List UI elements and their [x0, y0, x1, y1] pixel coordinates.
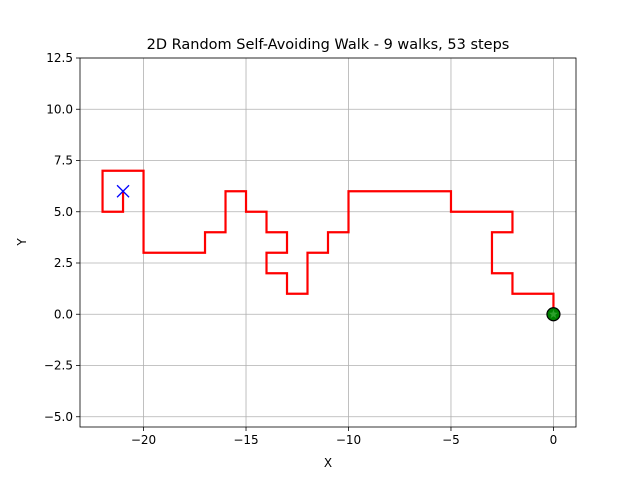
y-axis-ticks: −5.0 −2.5 0.0 2.5 5.0 7.5 10.0 12.5	[44, 51, 80, 424]
x-axis-ticks: −20 −15 −10 −5 0	[131, 427, 557, 447]
walk-path	[101, 169, 555, 315]
x-tick-label: −10	[336, 433, 361, 447]
y-tick-label: −5.0	[44, 410, 73, 424]
y-tick-label: 0.0	[54, 307, 73, 321]
start-star-marker	[547, 307, 560, 320]
y-tick-label: 2.5	[54, 256, 73, 270]
marker-layer	[116, 184, 561, 322]
x-tick-label: 0	[550, 433, 558, 447]
y-tick-label: 7.5	[54, 154, 73, 168]
y-tick-label: 5.0	[54, 205, 73, 219]
chart-title: 2D Random Self-Avoiding Walk - 9 walks, …	[147, 37, 510, 53]
end-x-stroke	[116, 184, 130, 198]
y-tick-label: 10.0	[46, 102, 73, 116]
x-tick-label: −5	[442, 433, 460, 447]
y-tick-label: 12.5	[46, 51, 73, 65]
y-tick-label: −2.5	[44, 359, 73, 373]
x-axis-label: X	[324, 456, 332, 470]
axes-frame	[79, 57, 577, 428]
y-axis-label: Y	[15, 238, 29, 247]
walk-path-layer	[101, 169, 555, 315]
end-x-marker	[116, 184, 130, 198]
x-tick-label: −20	[131, 433, 156, 447]
x-tick-label: −15	[233, 433, 258, 447]
